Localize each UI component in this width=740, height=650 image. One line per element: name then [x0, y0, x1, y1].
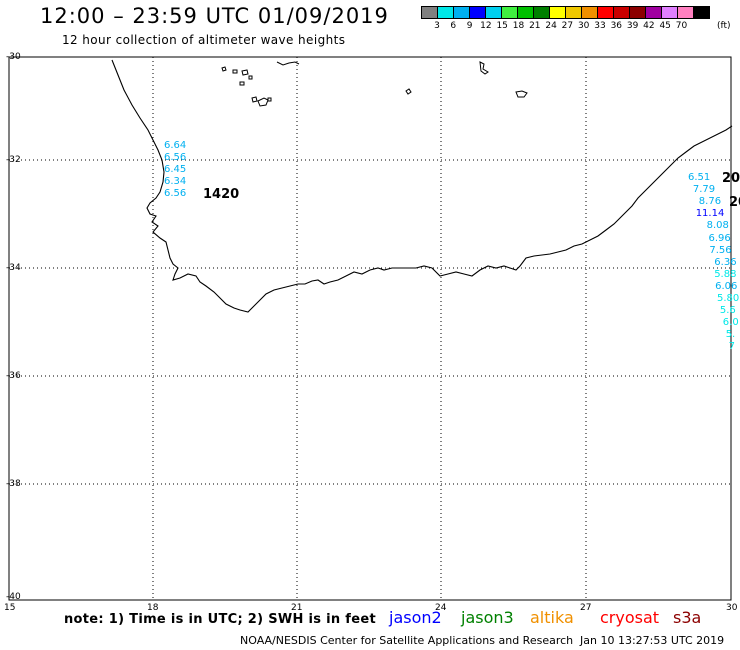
swh-value: 6.64 — [164, 140, 187, 151]
swh-value: 6.51 — [688, 172, 711, 183]
swh-value: 6.56 — [164, 188, 187, 199]
lat-label-34: -34 — [6, 263, 21, 273]
color-scale-label: 45 — [659, 21, 671, 31]
swh-value: 8.08 — [706, 220, 729, 232]
swh-value: 5.6 — [719, 305, 736, 317]
color-scale-label: 36 — [610, 21, 623, 31]
lat-label-36: -36 — [6, 371, 21, 381]
swh-value: 5.88 — [714, 268, 737, 280]
wave-height-color-scale — [421, 6, 710, 19]
pass-id-label: 20 — [729, 195, 740, 210]
satellite-legend-jason2: jason2 — [389, 608, 442, 627]
swh-value: 8.76 — [698, 196, 722, 208]
color-scale-label: 39 — [626, 21, 639, 31]
color-scale-label: 27 — [561, 21, 574, 31]
generation-timestamp: Jan 10 13:27:53 UTC 2019 — [580, 634, 725, 647]
swh-value: 6.36 — [714, 256, 737, 268]
graticule — [9, 57, 731, 600]
color-scale-label: 12 — [480, 21, 492, 31]
swh-value: 7.56 — [709, 244, 732, 256]
swh-value: 6.0 — [722, 317, 739, 329]
color-scale-label: 3 — [434, 21, 440, 31]
color-scale-label: 9 — [466, 21, 473, 31]
pass-id-label: 20 — [722, 171, 740, 186]
swh-value: 6.34 — [164, 176, 187, 187]
swh-value: 5. — [725, 329, 736, 341]
pass-id-label: 1420 — [203, 187, 240, 202]
lon-label-27: 27 — [580, 603, 592, 613]
color-scale-label: 18 — [512, 21, 525, 31]
lat-label-40: -40 — [6, 592, 21, 602]
color-swatch — [693, 6, 710, 19]
swh-value: 7 — [728, 341, 735, 353]
islands — [221, 61, 528, 107]
footer-note: note: 1) Time is in UTC; 2) SWH is in fe… — [64, 612, 376, 627]
swh-value: 6.06 — [715, 280, 738, 292]
lat-label-38: -38 — [6, 479, 21, 489]
map-title: 12:00 – 23:59 UTC 01/09/2019 — [40, 4, 389, 28]
swh-value: 5.80 — [717, 293, 740, 304]
swh-value: 7.79 — [692, 184, 716, 196]
frame-ticks — [9, 56, 731, 601]
lon-label-21: 21 — [291, 603, 303, 613]
satellite-legend-cryosat: cryosat — [600, 608, 660, 627]
map-frame — [8, 56, 732, 601]
color-scale-label: 70 — [675, 21, 688, 31]
color-scale-label: 30 — [577, 21, 590, 31]
lon-label-30: 30 — [726, 603, 738, 613]
swh-value: 6.45 — [164, 164, 187, 175]
lon-label-15: 15 — [4, 603, 16, 613]
lon-label-18: 18 — [147, 603, 159, 613]
lat-label-30: -30 — [6, 52, 21, 62]
satellite-legend-altika: altika — [530, 608, 574, 627]
lon-label-24: 24 — [435, 603, 447, 613]
color-scale-label: 24 — [545, 21, 557, 31]
color-scale-label: 6 — [450, 21, 457, 31]
swh-value: 6.96 — [708, 232, 731, 244]
coastline — [111, 59, 733, 313]
map-subtitle: 12 hour collection of altimeter wave hei… — [62, 33, 346, 47]
credit-line: NOAA/NESDIS Center for Satellite Applica… — [240, 634, 574, 647]
color-scale-label: 21 — [529, 21, 541, 31]
satellite-legend-jason3: jason3 — [461, 608, 514, 627]
color-scale-label: 15 — [496, 21, 508, 31]
swh-value: 6.56 — [164, 152, 187, 163]
color-scale-labels: 3 6 9 12 15 18 21 24 27 30 33 36 39 42 45 70 — [421, 21, 740, 33]
satellite-legend-s3a: s3a — [673, 608, 702, 627]
color-scale-label: 42 — [643, 21, 655, 31]
color-scale-label: 33 — [594, 21, 606, 31]
color-scale-unit: (ft) — [717, 21, 731, 31]
swh-value: 11.14 — [695, 208, 725, 220]
lat-label-32: -32 — [6, 155, 21, 165]
